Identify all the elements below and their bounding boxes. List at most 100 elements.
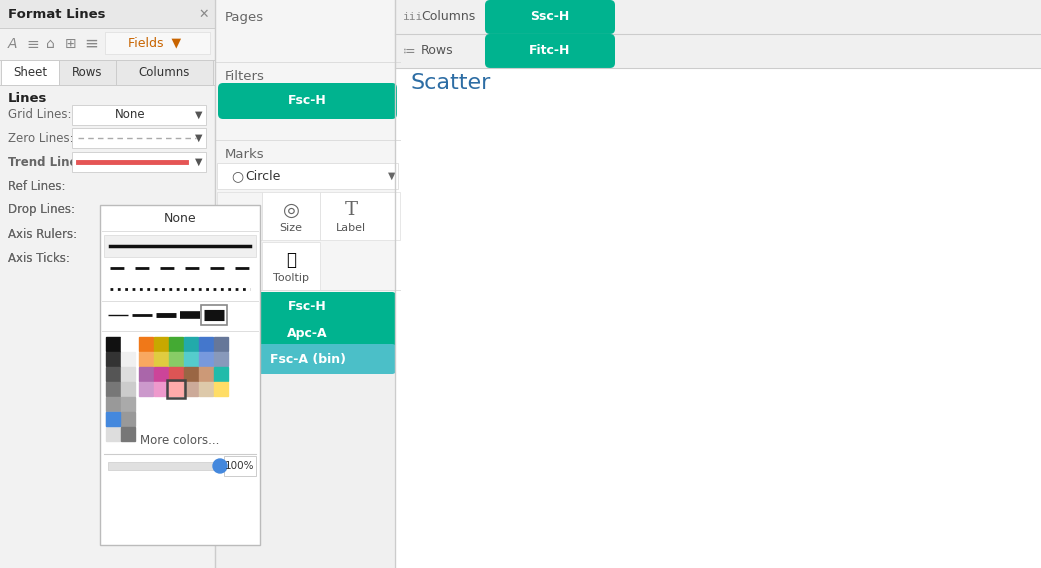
Point	[806, 400, 822, 409]
Point	[702, 436, 718, 445]
Point	[706, 549, 722, 558]
Bar	[154, 337, 168, 351]
Point	[761, 390, 778, 399]
Point	[713, 433, 730, 442]
Point	[760, 453, 777, 462]
Point	[831, 498, 847, 507]
Point	[770, 473, 787, 482]
Point	[713, 474, 730, 483]
Point	[608, 485, 625, 494]
Point	[816, 456, 833, 465]
Point	[806, 516, 822, 525]
Bar	[184, 367, 198, 381]
Point	[693, 528, 710, 537]
Point	[618, 521, 635, 531]
Point	[816, 542, 833, 552]
Point	[772, 373, 789, 382]
Bar	[262, 192, 320, 240]
Text: Rows: Rows	[72, 65, 102, 78]
Bar	[154, 382, 168, 396]
Point	[660, 491, 677, 500]
Point	[657, 546, 674, 556]
Point	[765, 531, 782, 540]
Point	[798, 433, 815, 442]
Point	[671, 514, 688, 523]
Bar	[59, 60, 116, 85]
Point	[740, 457, 757, 466]
Point	[765, 488, 782, 498]
Text: Grid Lines:: Grid Lines:	[8, 108, 72, 122]
Point	[836, 448, 853, 457]
Point	[784, 479, 801, 488]
FancyBboxPatch shape	[219, 344, 396, 374]
Point	[786, 519, 803, 528]
Text: Sheet: Sheet	[12, 65, 47, 78]
Point	[847, 406, 864, 415]
Text: ✕: ✕	[199, 7, 209, 20]
Text: Axis Rulers:: Axis Rulers:	[8, 228, 77, 240]
Point	[813, 398, 830, 407]
Text: Drop Lines:: Drop Lines:	[8, 203, 75, 216]
Point	[815, 515, 832, 524]
Point	[829, 410, 845, 419]
Bar	[184, 337, 198, 351]
Point	[637, 503, 654, 512]
Point	[776, 525, 792, 534]
Text: ≡: ≡	[84, 35, 98, 53]
Text: Tooltip: Tooltip	[273, 273, 309, 283]
Point	[646, 542, 663, 551]
Point	[780, 425, 796, 434]
Point	[830, 415, 846, 424]
Point	[807, 402, 823, 411]
Text: Marks: Marks	[225, 148, 264, 161]
Point	[696, 379, 713, 389]
Bar	[0, 28, 215, 60]
Point	[826, 406, 842, 415]
Text: Circle: Circle	[245, 169, 280, 182]
Point	[792, 537, 809, 546]
Point	[736, 481, 753, 490]
Point	[696, 488, 713, 498]
Point	[798, 541, 815, 550]
Bar	[217, 163, 398, 189]
Point	[796, 416, 813, 425]
Bar	[121, 397, 135, 411]
Point	[645, 417, 662, 426]
Bar	[184, 382, 198, 396]
Point	[977, 450, 994, 459]
Point	[675, 385, 691, 394]
Point	[639, 465, 656, 474]
Point	[850, 499, 867, 508]
Point	[811, 465, 828, 474]
Point	[734, 474, 751, 483]
Point	[742, 457, 759, 466]
Text: ▼: ▼	[196, 157, 203, 167]
Point	[843, 156, 860, 165]
Point	[717, 439, 734, 448]
Point	[835, 488, 852, 498]
Point	[716, 487, 733, 496]
Point	[637, 382, 654, 391]
Point	[740, 530, 757, 539]
Bar	[139, 352, 153, 366]
Point	[846, 536, 863, 545]
Bar	[121, 412, 135, 426]
Point	[792, 448, 809, 457]
Bar	[105, 32, 210, 54]
Text: Ssc-H: Ssc-H	[530, 10, 569, 23]
Point	[736, 469, 753, 478]
Point	[792, 343, 809, 352]
Point	[688, 432, 705, 441]
Point	[829, 521, 845, 530]
Point	[796, 435, 813, 444]
Point	[734, 475, 751, 485]
Point	[694, 424, 711, 433]
Point	[787, 481, 804, 490]
Point	[879, 209, 895, 218]
Point	[826, 422, 842, 431]
Point	[796, 460, 813, 469]
Point	[781, 432, 797, 441]
Point	[654, 445, 670, 454]
Point	[758, 446, 775, 456]
Text: ▼: ▼	[388, 171, 396, 181]
